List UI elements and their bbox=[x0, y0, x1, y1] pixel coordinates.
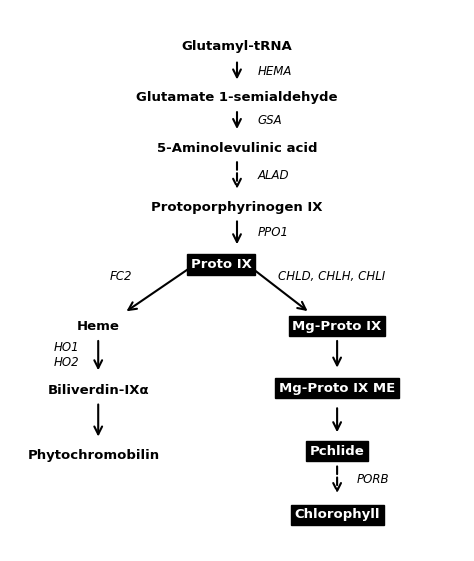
Text: Mg-Proto IX ME: Mg-Proto IX ME bbox=[279, 381, 395, 395]
Text: HEMA: HEMA bbox=[257, 65, 292, 77]
Text: GSA: GSA bbox=[257, 114, 282, 127]
Text: Glutamate 1-semialdehyde: Glutamate 1-semialdehyde bbox=[136, 91, 338, 104]
Text: Protoporphyrinogen IX: Protoporphyrinogen IX bbox=[151, 201, 323, 214]
Text: Chlorophyll: Chlorophyll bbox=[294, 508, 380, 521]
Text: Heme: Heme bbox=[77, 320, 119, 333]
Text: Pchlide: Pchlide bbox=[310, 445, 365, 458]
Text: Proto IX: Proto IX bbox=[191, 258, 252, 271]
Text: 5-Aminolevulinic acid: 5-Aminolevulinic acid bbox=[157, 142, 317, 155]
Text: Mg-Proto IX: Mg-Proto IX bbox=[292, 320, 382, 333]
Text: Biliverdin-IXα: Biliverdin-IXα bbox=[47, 384, 149, 397]
Text: FC2: FC2 bbox=[109, 270, 132, 283]
Text: Phytochromobilin: Phytochromobilin bbox=[27, 449, 160, 462]
Text: Glutamyl-tRNA: Glutamyl-tRNA bbox=[182, 40, 292, 53]
Text: HO1
HO2: HO1 HO2 bbox=[54, 341, 80, 369]
Text: ALAD: ALAD bbox=[257, 169, 289, 182]
Text: PORB: PORB bbox=[356, 473, 389, 486]
Text: PPO1: PPO1 bbox=[257, 226, 289, 239]
Text: CHLD, CHLH, CHLI: CHLD, CHLH, CHLI bbox=[278, 270, 385, 283]
